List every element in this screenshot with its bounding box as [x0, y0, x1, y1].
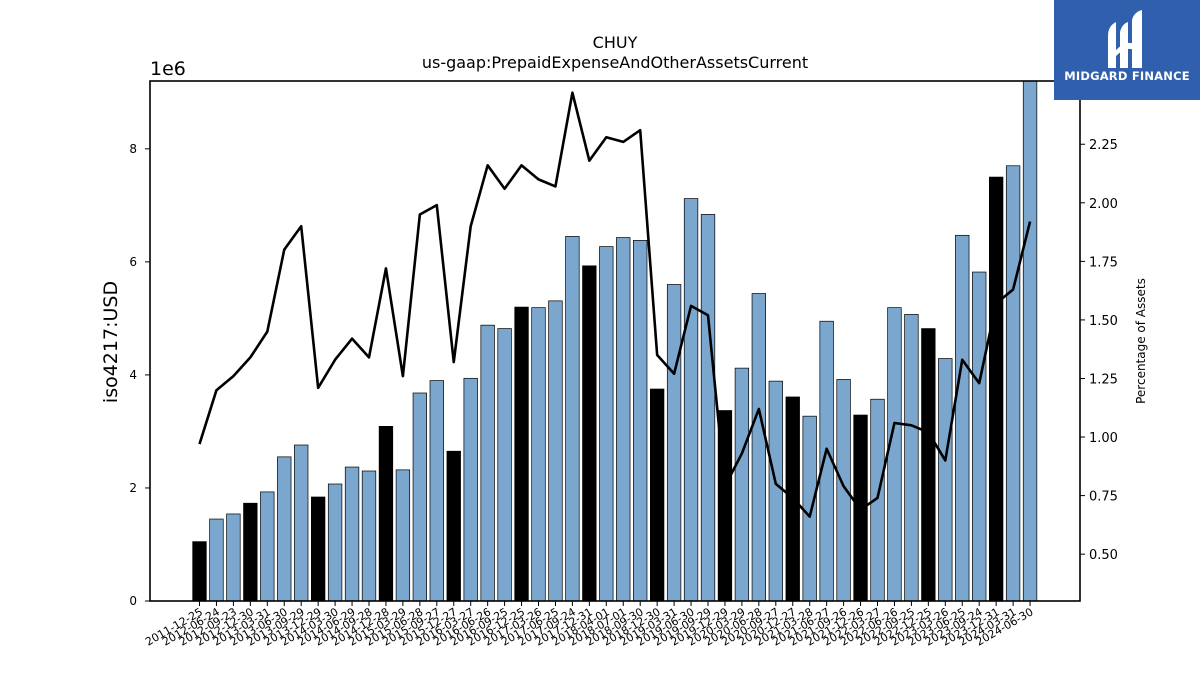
bar-2017-09-24	[565, 236, 580, 602]
y-tick-label: 6	[129, 255, 137, 269]
bar-2012-06-24	[209, 518, 224, 602]
bar-2023-12-31	[988, 176, 1004, 602]
bar-2011-12-25	[192, 541, 207, 602]
bar-2013-06-30	[277, 456, 292, 602]
bar-2017-06-25	[548, 300, 563, 602]
plot-frame	[149, 80, 1081, 602]
bar-2024-03-31	[1005, 165, 1021, 602]
bar-2015-12-27	[446, 450, 461, 602]
y2-tick-label: 1.25	[1089, 372, 1118, 387]
bar-2015-09-27	[429, 380, 444, 602]
bar-2020-09-27	[768, 380, 783, 602]
bar-2014-03-30	[327, 483, 343, 602]
bar-2022-09-25	[904, 314, 919, 602]
bar-2017-03-26	[531, 307, 546, 602]
y-axis-label: iso4217:USD	[100, 281, 122, 403]
percentage-line	[198, 91, 1032, 518]
bar-2013-12-29	[311, 496, 326, 602]
bar-2015-03-29	[395, 469, 411, 602]
y2-tick-label: 2.25	[1089, 138, 1118, 153]
bar-2021-03-28	[802, 415, 817, 602]
bar-2021-09-26	[836, 379, 851, 602]
bar-2020-03-29	[734, 367, 750, 602]
y2-tick-label: 0.75	[1089, 490, 1118, 505]
bar-2023-03-26	[938, 358, 953, 602]
bar-2023-09-24	[972, 271, 987, 602]
y2-tick-label: 1.00	[1089, 431, 1118, 446]
bar-2018-07-01	[616, 237, 631, 602]
y-tick-label: 8	[129, 142, 137, 156]
brand-logo: MIDGARD FINANCE	[1054, 0, 1200, 100]
bar-2012-09-23	[226, 513, 241, 602]
bar-2014-06-29	[344, 466, 360, 602]
bar-2014-12-28	[378, 426, 394, 602]
bar-2016-09-25	[497, 328, 512, 602]
bar-2019-06-30	[683, 198, 699, 602]
y-tick-label: 2	[129, 481, 137, 495]
bar-2020-06-28	[751, 293, 766, 602]
bar-2013-03-31	[260, 491, 275, 602]
bar-2024-06-30	[1022, 80, 1038, 602]
y2-tick-label: 1.50	[1089, 314, 1118, 329]
bar-2022-06-26	[887, 307, 902, 602]
bar-2012-12-30	[243, 502, 258, 602]
brand-name: MIDGARD FINANCE	[1064, 69, 1190, 83]
bar-2019-09-29	[700, 214, 716, 602]
bar-2022-12-25	[921, 328, 936, 602]
bar-2018-04-01	[599, 246, 614, 602]
bar-2016-06-26	[480, 324, 495, 602]
y-axis-offset-label: 1e6	[150, 58, 186, 80]
chart-title: CHUY	[593, 33, 638, 52]
midgard-logo-icon	[1108, 10, 1142, 68]
y2-tick-label: 0.50	[1089, 548, 1118, 563]
chart-subtitle: us-gaap:PrepaidExpenseAndOtherAssetsCurr…	[422, 53, 808, 72]
bar-2023-06-25	[955, 234, 970, 602]
bar-2018-09-30	[633, 240, 648, 602]
y-tick-label: 0	[129, 594, 137, 608]
bar-2019-03-31	[666, 284, 682, 602]
y2-axis-label: Percentage of Assets	[1134, 278, 1148, 404]
y-tick-label: 4	[129, 368, 137, 382]
bar-2014-09-28	[361, 470, 377, 602]
bar-2013-09-29	[294, 444, 309, 602]
bar-2016-03-27	[463, 377, 478, 602]
bar-2017-12-31	[582, 265, 597, 602]
bar-2015-06-28	[412, 392, 427, 602]
bar-2016-12-25	[514, 306, 529, 602]
bar-2018-12-30	[649, 388, 665, 602]
y2-tick-label: 2.00	[1089, 197, 1118, 212]
y2-tick-label: 1.75	[1089, 255, 1118, 270]
